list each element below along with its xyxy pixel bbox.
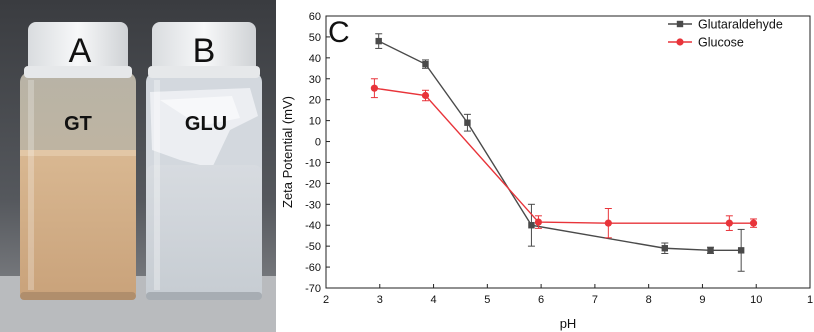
- x-tick-label: 4: [430, 294, 436, 306]
- series-layer: [370, 33, 758, 272]
- y-tick-label: 30: [309, 74, 321, 86]
- y-tick-label: -70: [305, 283, 321, 295]
- data-point: [370, 84, 378, 92]
- series-line: [374, 87, 754, 224]
- x-axis-label: pH: [560, 316, 577, 331]
- legend-item-glutaraldehyde: Glutaraldehyde: [668, 18, 783, 32]
- legend-label: Glucose: [698, 36, 744, 50]
- x-tick-label: 5: [484, 294, 490, 306]
- data-point: [661, 245, 668, 252]
- data-point: [534, 218, 543, 226]
- vials-photo: A GT B GLU: [0, 0, 276, 332]
- legend-marker: [676, 20, 684, 28]
- vial-b-label: GLU: [185, 113, 227, 135]
- y-axis-label: Zeta Potential (mV): [280, 96, 295, 208]
- series-glutaraldehyde: [375, 33, 745, 272]
- x-tick-label: 1: [807, 294, 813, 306]
- y-tick-label: 50: [309, 32, 321, 44]
- legend-label: Glutaraldehyde: [698, 18, 783, 32]
- vial-b-letter: B: [193, 32, 216, 70]
- x-tick-label: 9: [699, 294, 705, 306]
- x-tick-label: 3: [377, 294, 383, 306]
- axes: -70 -60 -50 -40 -30 -20 -10 0 10 20 30 40 50 60 2 3 4 5 6 7…: [305, 11, 813, 306]
- data-point: [737, 247, 745, 254]
- y-tick-label: -60: [305, 262, 321, 274]
- y-tick-label: -40: [305, 220, 321, 232]
- legend: Glutaraldehyde Glucose: [668, 18, 783, 50]
- y-tick-label: 60: [309, 11, 321, 23]
- data-point: [375, 37, 382, 45]
- y-tick-label: 0: [315, 137, 321, 149]
- x-tick-label: 7: [592, 294, 598, 306]
- y-tick-label: 10: [309, 116, 321, 128]
- y-tick-label: 40: [309, 53, 321, 65]
- series-glucose: [370, 78, 758, 239]
- data-point: [604, 219, 612, 227]
- y-tick-label: -10: [305, 157, 321, 169]
- data-point: [422, 60, 429, 68]
- data-point: [464, 119, 471, 126]
- y-tick-label: -20: [305, 178, 321, 190]
- data-point: [707, 247, 714, 254]
- x-tick-label: 10: [750, 294, 762, 306]
- legend-item-glucose: Glucose: [668, 36, 744, 50]
- y-tick-label: -30: [305, 199, 321, 211]
- x-tick-label: 6: [538, 294, 544, 306]
- zeta-potential-chart: -70 -60 -50 -40 -30 -20 -10 0 10 20 30 40 50 60 2 3 4 5 6 7…: [280, 11, 813, 331]
- vial-a-label: GT: [64, 113, 92, 135]
- y-tick-label: 20: [309, 95, 321, 107]
- vial-a-letter: A: [69, 32, 92, 70]
- plot-frame: [325, 15, 811, 289]
- panel-label: C: [328, 16, 350, 49]
- data-point: [528, 222, 535, 229]
- vial-b: B GLU: [146, 22, 262, 300]
- data-point: [749, 219, 758, 227]
- y-tick-label: -50: [305, 241, 321, 253]
- legend-marker: [676, 38, 684, 46]
- data-point: [421, 91, 430, 100]
- x-tick-label: 2: [323, 294, 329, 306]
- series-line: [378, 40, 742, 252]
- data-point: [725, 219, 733, 227]
- x-tick-label: 8: [646, 294, 652, 306]
- vial-a: A GT: [20, 22, 136, 300]
